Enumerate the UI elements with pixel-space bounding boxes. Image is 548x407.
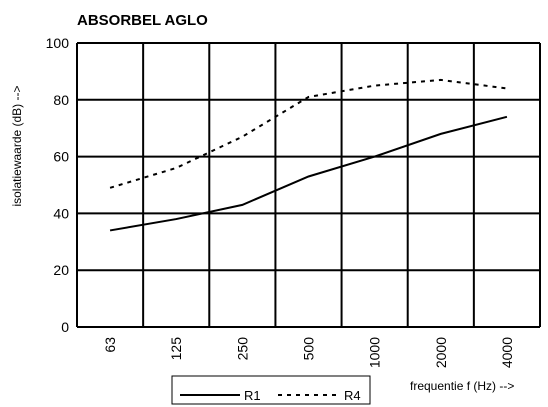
- legend-label-r1: R1: [244, 388, 261, 403]
- x-tick-label: 250: [234, 337, 250, 361]
- y-tick-label: 100: [46, 35, 70, 51]
- y-tick-label: 40: [53, 205, 69, 221]
- series-group: [109, 78, 508, 232]
- x-axis-label: frequentie f (Hz) -->: [410, 379, 514, 393]
- series-line-r1: [109, 115, 508, 232]
- legend: R1 R4: [171, 375, 371, 405]
- x-tick-label: 63: [102, 337, 118, 353]
- x-tick-label: 4000: [499, 337, 515, 368]
- x-tick-label: 1000: [367, 337, 383, 368]
- y-tick-label: 80: [53, 92, 69, 108]
- y-tick-label: 0: [61, 319, 69, 335]
- grid: [76, 42, 541, 328]
- x-tick-labels: 63 125 250 500 1000 2000 4000: [102, 337, 515, 368]
- x-tick-label: 125: [168, 337, 184, 361]
- y-tick-label: 60: [53, 149, 69, 165]
- y-axis-label: isolatiewaarde (dB) -->: [10, 85, 24, 206]
- x-tick-label: 500: [301, 337, 317, 361]
- x-tick-label: 2000: [433, 337, 449, 368]
- series-line-r4: [109, 78, 508, 189]
- y-tick-labels: 0 20 40 60 80 100: [46, 35, 70, 335]
- legend-label-r4: R4: [344, 388, 361, 403]
- legend-box: [171, 375, 371, 405]
- y-tick-label: 20: [53, 262, 69, 278]
- chart-title: ABSORBEL AGLO: [77, 12, 208, 29]
